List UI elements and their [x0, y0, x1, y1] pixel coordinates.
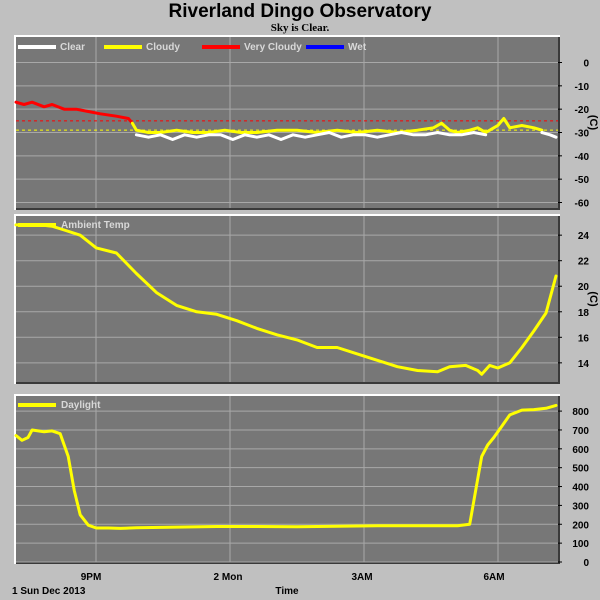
y-tick-label: 500: [572, 464, 589, 475]
y-tick-label: 16: [578, 333, 590, 344]
x-tick-label: 6AM: [483, 572, 504, 583]
y-tick-label: -30: [575, 129, 590, 140]
y-tick-label: -20: [575, 105, 590, 116]
chart-panel-2: 24 22 20 18 16 14 Ambient Temp (C): [14, 214, 599, 384]
series-line-cloudy: [130, 117, 544, 134]
y-tick-label: 300: [572, 501, 589, 512]
x-tick-label: 3AM: [351, 572, 372, 583]
legend-label: Daylight: [61, 400, 101, 411]
y-tick-label: 200: [572, 520, 589, 531]
legend-label: Wet: [348, 42, 367, 53]
page-title: Riverland Dingo Observatory: [168, 1, 432, 22]
series-line-ambient-temp: [14, 223, 558, 376]
legend-label: Very Cloudy: [244, 42, 302, 53]
chart-panel-3: 800 700 600 500 400 300 200 100 0 Daylight: [14, 394, 589, 569]
chart-panel-1: 0 -10 -20 -30 -40 -50 -60 Clear Cloudy Very Cloud…: [14, 35, 599, 210]
sky-status: Sky is Clear.: [270, 22, 330, 34]
y-tick-label: 0: [583, 558, 589, 569]
y-tick-label: 700: [572, 426, 589, 437]
y-tick-label: 20: [578, 282, 590, 293]
legend-label: Clear: [60, 42, 85, 53]
plot-area: [16, 396, 558, 562]
series-line-clear: [134, 131, 488, 141]
y-tick-label: 600: [572, 445, 589, 456]
x-tick-label: 2 Mon: [214, 572, 243, 583]
y-tick-label: -50: [575, 175, 590, 186]
legend-label: Ambient Temp: [61, 220, 130, 231]
y-tick-label: 14: [578, 359, 590, 370]
y-tick-label: -10: [575, 82, 590, 93]
y-unit-label: (C): [587, 291, 599, 307]
date-label: 1 Sun Dec 2013: [12, 586, 86, 597]
series-line-very-cloudy: [14, 100, 134, 125]
legend-label: Cloudy: [146, 42, 180, 53]
y-tick-label: 0: [583, 59, 589, 70]
y-unit-label: (C): [587, 115, 599, 131]
series-line-daylight: [14, 403, 558, 530]
x-axis-label: Time: [275, 586, 299, 597]
y-tick-label: 800: [572, 407, 589, 418]
series-line-clear: [540, 131, 558, 139]
y-tick-label: -60: [575, 199, 590, 210]
y-tick-label: 22: [578, 257, 590, 268]
y-tick-label: 18: [578, 308, 590, 319]
plot-area: [16, 216, 558, 382]
x-tick-label: 9PM: [81, 572, 102, 583]
y-tick-label: 400: [572, 483, 589, 494]
y-tick-label: 100: [572, 539, 589, 550]
y-tick-label: -40: [575, 152, 590, 163]
y-tick-label: 24: [578, 231, 590, 242]
